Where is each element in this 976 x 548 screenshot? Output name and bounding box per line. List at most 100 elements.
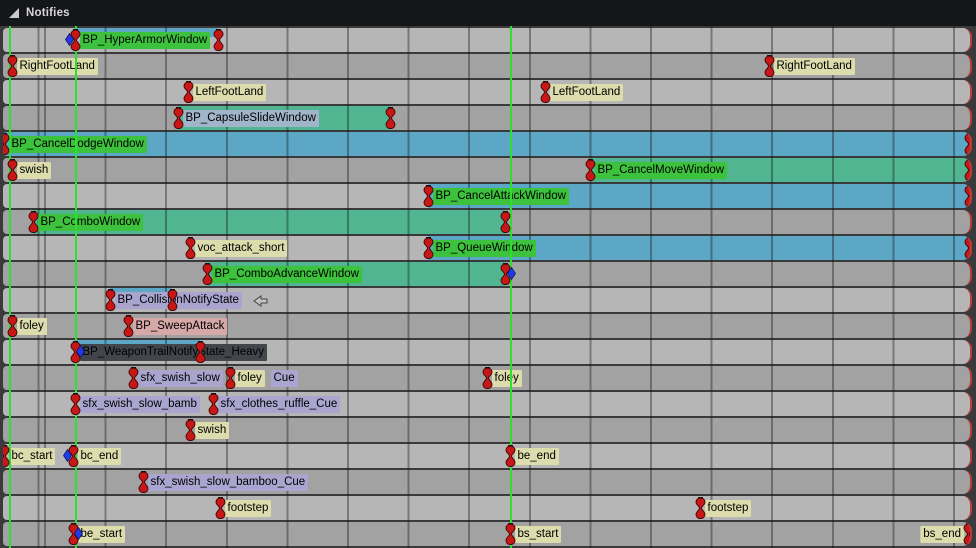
- notify-label[interactable]: footstep: [704, 500, 752, 517]
- notify-track-row[interactable]: LeftFootLand LeftFootLand: [3, 80, 972, 104]
- notify-label[interactable]: sfx_swish_slow: [137, 370, 223, 387]
- notify-label[interactable]: bs_start: [514, 526, 562, 543]
- notify-label[interactable]: foley: [16, 318, 47, 335]
- notify-track-row[interactable]: footstep footstep: [3, 496, 972, 520]
- notify-track-row[interactable]: sfx_swish_slow_bamboo_Cue: [3, 470, 972, 494]
- notify-state-bar[interactable]: [4, 132, 969, 156]
- notify-label[interactable]: bc_start: [8, 448, 56, 465]
- notify-pin-icon[interactable]: [764, 55, 775, 78]
- notify-pin-icon[interactable]: [540, 81, 551, 104]
- notify-label[interactable]: foley: [491, 370, 522, 387]
- notify-pin-icon[interactable]: [167, 289, 178, 312]
- branching-point-icon[interactable]: [73, 526, 83, 545]
- collapse-triangle-icon[interactable]: [8, 7, 20, 19]
- notify-track-row[interactable]: BP_WeaponTrailNotifyState_Heavy: [3, 340, 972, 364]
- notify-pin-icon[interactable]: [70, 393, 81, 416]
- notify-pin-icon[interactable]: [964, 237, 970, 260]
- notify-pin-icon[interactable]: [423, 185, 434, 208]
- notify-pin-icon[interactable]: [213, 29, 224, 52]
- notify-pin-icon[interactable]: [7, 159, 18, 182]
- notify-label[interactable]: BP_CancelDodgeWindow: [8, 136, 147, 153]
- notify-label[interactable]: bs_end: [920, 526, 964, 543]
- notify-track-row[interactable]: foley BP_SweepAttack: [3, 314, 972, 338]
- notify-track-row[interactable]: swish: [3, 418, 972, 442]
- notify-label[interactable]: BP_CollisionNotifyState: [114, 292, 242, 309]
- notify-pin-icon[interactable]: [208, 393, 219, 416]
- notify-track-row[interactable]: BP_CancelAttackWindow: [3, 184, 972, 208]
- notify-track-row[interactable]: sfx_swish_slow_bamb sfx_clothes_ruffle_C…: [3, 392, 972, 416]
- notify-track-row[interactable]: BP_ComboWindow: [3, 210, 972, 234]
- notify-pin-icon[interactable]: [964, 133, 970, 156]
- notify-pin-icon[interactable]: [183, 81, 194, 104]
- notify-track-row[interactable]: BP_CancelDodgeWindow: [3, 132, 972, 156]
- notify-pin-icon[interactable]: [3, 133, 10, 156]
- notify-pin-icon[interactable]: [964, 185, 970, 208]
- notify-pin-icon[interactable]: [195, 341, 206, 364]
- branching-point-icon[interactable]: [506, 266, 516, 285]
- notify-tracks-area[interactable]: BP_HyperArmorWindow RightFootLand RightF…: [0, 26, 976, 548]
- notify-label[interactable]: BP_SweepAttack: [132, 318, 228, 335]
- notify-pin-icon[interactable]: [123, 315, 134, 338]
- notify-track-row[interactable]: BP_CollisionNotifyState: [3, 288, 972, 312]
- notify-label[interactable]: be_start: [77, 526, 126, 543]
- notify-pin-icon[interactable]: [505, 523, 516, 546]
- notify-pin-icon[interactable]: [105, 289, 116, 312]
- notify-label[interactable]: BP_CancelMoveWindow: [594, 162, 728, 179]
- notify-label[interactable]: voc_attack_short: [194, 240, 288, 257]
- notify-track-row[interactable]: be_start bs_start bs_end: [3, 522, 972, 546]
- notify-label[interactable]: BP_CapsuleSlideWindow: [182, 110, 319, 127]
- notify-pin-icon[interactable]: [7, 55, 18, 78]
- notify-track-row[interactable]: RightFootLand RightFootLand: [3, 54, 972, 78]
- notify-pin-icon[interactable]: [423, 237, 434, 260]
- notify-label[interactable]: BP_QueueWindow: [432, 240, 536, 257]
- notify-label[interactable]: Cue: [270, 370, 298, 387]
- notify-track-row[interactable]: BP_ComboAdvanceWindow: [3, 262, 972, 286]
- notify-pin-icon[interactable]: [385, 107, 396, 130]
- notify-pin-icon[interactable]: [185, 419, 196, 442]
- notify-pin-icon[interactable]: [482, 367, 493, 390]
- branching-point-icon[interactable]: [62, 448, 72, 467]
- notify-label[interactable]: be_end: [514, 448, 559, 465]
- notify-pin-icon[interactable]: [215, 497, 226, 520]
- notify-label[interactable]: BP_HyperArmorWindow: [79, 32, 211, 49]
- notify-label[interactable]: sfx_swish_slow_bamb: [79, 396, 200, 413]
- notify-pin-icon[interactable]: [202, 263, 213, 286]
- notify-pin-icon[interactable]: [225, 367, 236, 390]
- notify-pin-icon[interactable]: [963, 523, 970, 546]
- notify-pin-icon[interactable]: [585, 159, 596, 182]
- notify-label[interactable]: LeftFootLand: [192, 84, 267, 101]
- notify-track-row[interactable]: swish BP_CancelMoveWindow: [3, 158, 972, 182]
- notify-label[interactable]: BP_ComboWindow: [37, 214, 144, 231]
- notify-track-row[interactable]: bc_start bc_end be_end: [3, 444, 972, 468]
- notify-label[interactable]: BP_ComboAdvanceWindow: [211, 266, 362, 283]
- notify-track-row[interactable]: voc_attack_short BP_QueueWindow: [3, 236, 972, 260]
- branching-point-icon[interactable]: [75, 344, 85, 363]
- notify-pin-icon[interactable]: [505, 445, 516, 468]
- branching-point-icon[interactable]: [64, 32, 74, 51]
- notify-label[interactable]: RightFootLand: [773, 58, 855, 75]
- notify-track-row[interactable]: BP_HyperArmorWindow: [3, 28, 972, 52]
- notify-pin-icon[interactable]: [964, 159, 970, 182]
- notify-pin-icon[interactable]: [173, 107, 184, 130]
- notify-pin-icon[interactable]: [138, 471, 149, 494]
- notify-label[interactable]: RightFootLand: [16, 58, 98, 75]
- notify-pin-icon[interactable]: [7, 315, 18, 338]
- notify-track-row[interactable]: BP_CapsuleSlideWindow: [3, 106, 972, 130]
- notify-pin-icon[interactable]: [500, 211, 511, 234]
- notify-label[interactable]: LeftFootLand: [549, 84, 624, 101]
- notify-label[interactable]: swish: [194, 422, 230, 439]
- notify-pin-icon[interactable]: [185, 237, 196, 260]
- notify-label[interactable]: foley: [234, 370, 265, 387]
- notify-pin-icon[interactable]: [128, 367, 139, 390]
- notify-label[interactable]: sfx_clothes_ruffle_Cue: [217, 396, 341, 413]
- notify-label[interactable]: swish: [16, 162, 52, 179]
- notify-track-row[interactable]: sfx_swish_slow Cue foley foley: [3, 366, 972, 390]
- notify-label[interactable]: BP_WeaponTrailNotifyState_Heavy: [79, 344, 268, 361]
- notify-pin-icon[interactable]: [695, 497, 706, 520]
- notify-label[interactable]: footstep: [224, 500, 272, 517]
- notify-label[interactable]: BP_CancelAttackWindow: [432, 188, 569, 205]
- notify-pin-icon[interactable]: [3, 445, 10, 468]
- notify-label[interactable]: bc_end: [77, 448, 122, 465]
- notify-pin-icon[interactable]: [28, 211, 39, 234]
- notify-label[interactable]: sfx_swish_slow_bamboo_Cue: [147, 474, 309, 491]
